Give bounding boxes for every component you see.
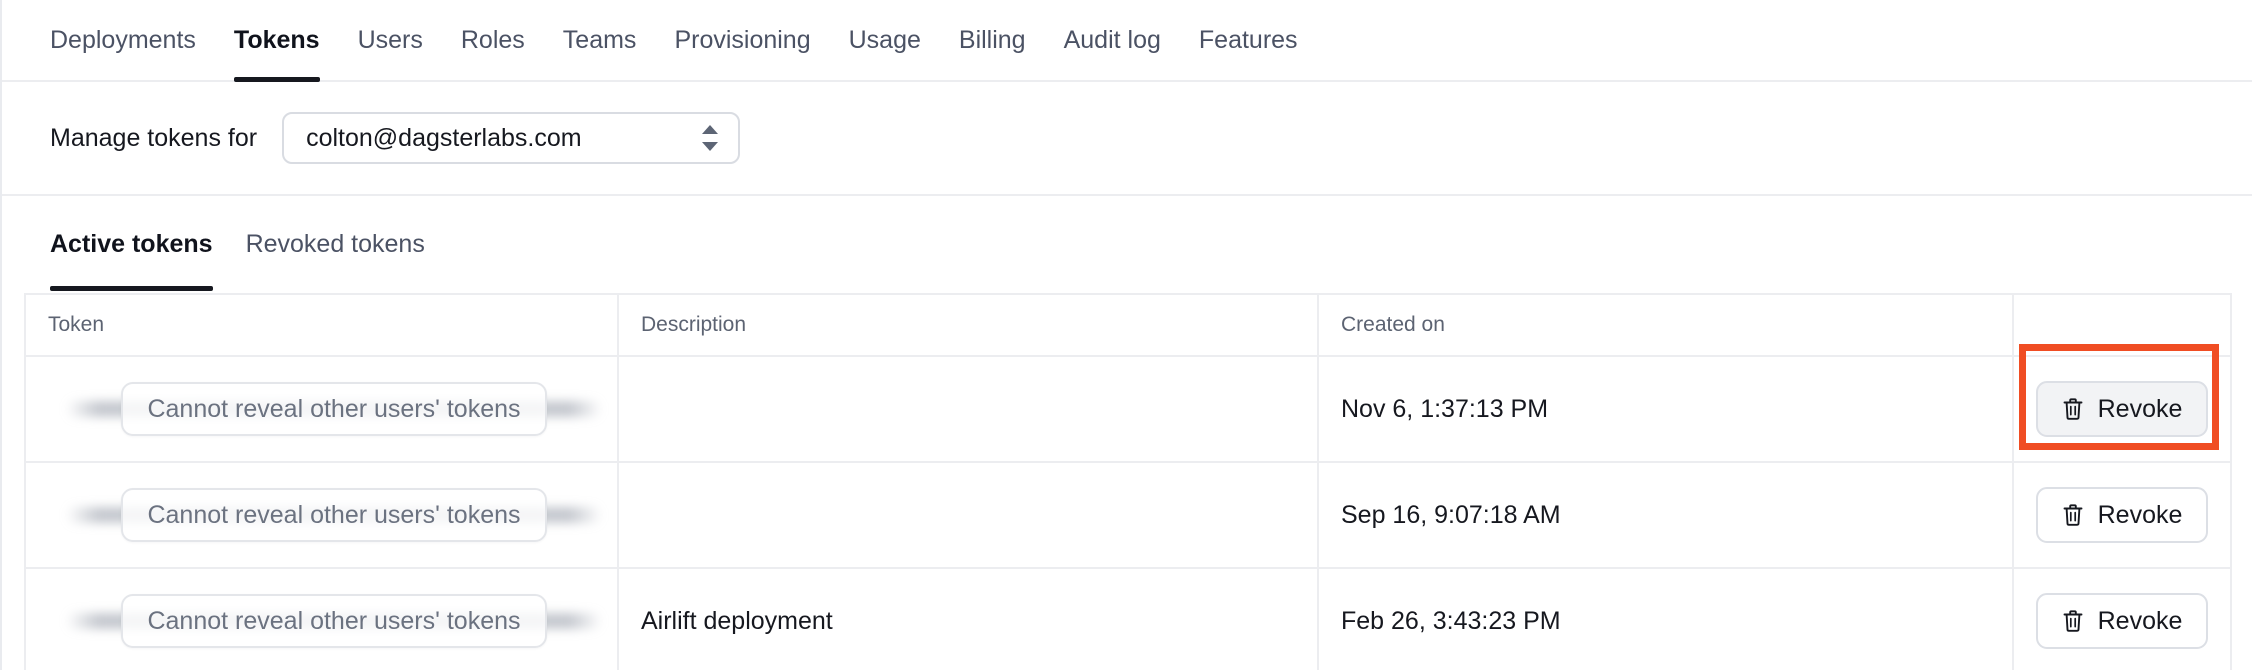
column-header-description: Description [618, 293, 1319, 357]
tokens-table-body: Cannot reveal other users' tokens Nov 6, … [24, 356, 2232, 670]
trash-icon [2063, 398, 2083, 420]
table-header-row: Token Description Created on [24, 293, 2232, 357]
token-hidden-message: Cannot reveal other users' tokens [121, 488, 547, 542]
primary-tab-bar: Deployments Tokens Users Roles Teams Provisio… [2, 0, 2252, 82]
tab-deployments[interactable]: Deployments [50, 25, 196, 54]
column-header-created-on: Created on [1318, 293, 2014, 357]
select-updown-chevrons-icon [702, 125, 719, 151]
created-on-cell: Nov 6, 1:37:13 PM [1318, 356, 2014, 463]
description-cell [618, 462, 1319, 569]
trash-icon [2063, 610, 2083, 632]
masked-token: Cannot reveal other users' tokens [54, 381, 614, 437]
table-row: Cannot reveal other users' tokens Sep 16,… [24, 462, 2232, 569]
tab-teams[interactable]: Teams [562, 25, 637, 54]
user-select-value: colton@dagsterlabs.com [306, 123, 582, 152]
revoke-button[interactable]: Revoke [2035, 381, 2209, 437]
created-on-cell: Sep 16, 9:07:18 AM [1318, 462, 2014, 569]
tokens-table-header: Token Description Created on [24, 293, 2232, 357]
masked-token: Cannot reveal other users' tokens [54, 593, 614, 649]
tokens-table: Token Description Created on Cannot reveal… [24, 293, 2232, 670]
token-hidden-message: Cannot reveal other users' tokens [121, 594, 547, 648]
revoke-button[interactable]: Revoke [2035, 487, 2209, 543]
tab-usage[interactable]: Usage [848, 25, 921, 54]
tab-billing[interactable]: Billing [958, 25, 1026, 54]
token-hidden-message: Cannot reveal other users' tokens [121, 382, 547, 436]
description-cell [618, 356, 1319, 463]
actions-cell: Revoke [2013, 462, 2232, 569]
tab-audit-log[interactable]: Audit log [1063, 25, 1161, 54]
token-cell: Cannot reveal other users' tokens [24, 356, 619, 463]
tab-roles[interactable]: Roles [460, 25, 525, 54]
token-cell: Cannot reveal other users' tokens [24, 462, 619, 569]
tab-tokens[interactable]: Tokens [233, 0, 320, 82]
description-cell: Airlift deployment [618, 568, 1319, 670]
user-select[interactable]: colton@dagsterlabs.com [282, 112, 741, 164]
column-header-actions [2013, 293, 2232, 357]
revoke-button-label: Revoke [2097, 606, 2183, 635]
column-header-token: Token [24, 293, 619, 357]
subtab-revoked-tokens[interactable]: Revoked tokens [245, 230, 425, 258]
table-row: Cannot reveal other users' tokens Nov 6, … [24, 356, 2232, 463]
revoke-button-label: Revoke [2097, 500, 2183, 529]
trash-icon [2063, 504, 2083, 526]
created-on-cell: Feb 26, 3:43:23 PM [1318, 568, 2014, 670]
manage-tokens-label: Manage tokens for [50, 123, 258, 152]
revoke-button[interactable]: Revoke [2035, 593, 2209, 649]
manage-tokens-toolbar: Manage tokens for colton@dagsterlabs.com [2, 82, 2252, 196]
tab-provisioning[interactable]: Provisioning [674, 25, 811, 54]
actions-cell: Revoke [2013, 356, 2232, 463]
token-status-tab-bar: Active tokens Revoked tokens [2, 196, 2252, 293]
actions-cell: Revoke [2013, 568, 2232, 670]
table-row: Cannot reveal other users' tokens Airlift… [24, 568, 2232, 670]
revoke-button-label: Revoke [2097, 394, 2183, 423]
tab-features[interactable]: Features [1198, 25, 1298, 54]
masked-token: Cannot reveal other users' tokens [54, 487, 614, 543]
tab-users[interactable]: Users [357, 25, 423, 54]
token-cell: Cannot reveal other users' tokens [24, 568, 619, 670]
subtab-active-tokens[interactable]: Active tokens [50, 196, 213, 293]
